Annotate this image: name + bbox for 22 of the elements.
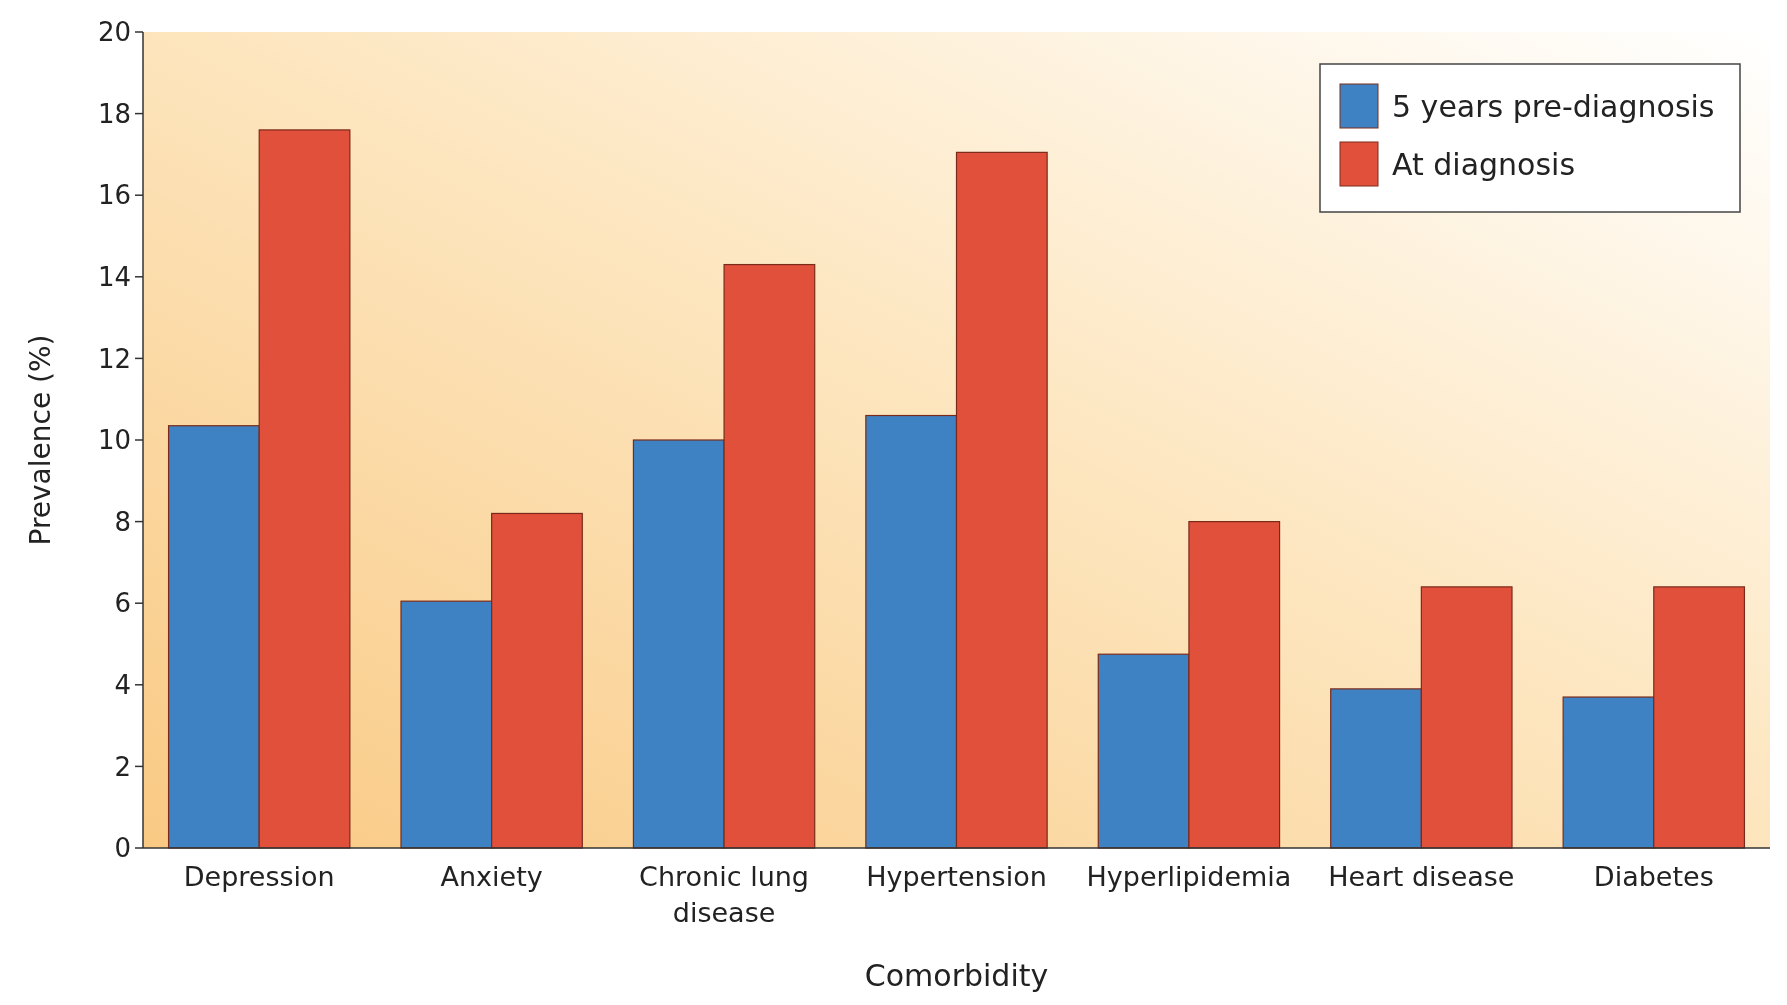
y-tick-label: 0 <box>114 833 131 864</box>
y-tick-label: 18 <box>97 98 131 129</box>
y-tick-label: 2 <box>114 751 131 782</box>
y-tick-label: 14 <box>97 261 131 292</box>
y-tick-label: 6 <box>114 588 131 619</box>
y-tick-label: 8 <box>114 506 131 537</box>
y-axis-title: Prevalence (%) <box>24 334 57 546</box>
y-tick-label: 20 <box>97 17 131 48</box>
x-tick-label: Hypertension <box>866 861 1047 892</box>
y-tick-label: 4 <box>114 669 131 700</box>
x-axis-title: Comorbidity <box>864 958 1049 993</box>
x-tick-label: Anxiety <box>440 861 543 892</box>
legend-label: 5 years pre-diagnosis <box>1392 88 1715 124</box>
x-tick-label: Diabetes <box>1593 861 1714 892</box>
x-tick-label: Chronic lung disease <box>639 861 810 928</box>
x-tick-label: Heart disease <box>1328 861 1515 892</box>
legend-label: At diagnosis <box>1392 146 1576 182</box>
x-tick-label: Hyperlipidemia <box>1086 861 1292 892</box>
y-tick-label: 16 <box>97 180 131 211</box>
y-tick-label: 12 <box>97 343 131 374</box>
x-tick-label: Depression <box>183 861 335 892</box>
y-tick-label: 10 <box>97 425 131 456</box>
